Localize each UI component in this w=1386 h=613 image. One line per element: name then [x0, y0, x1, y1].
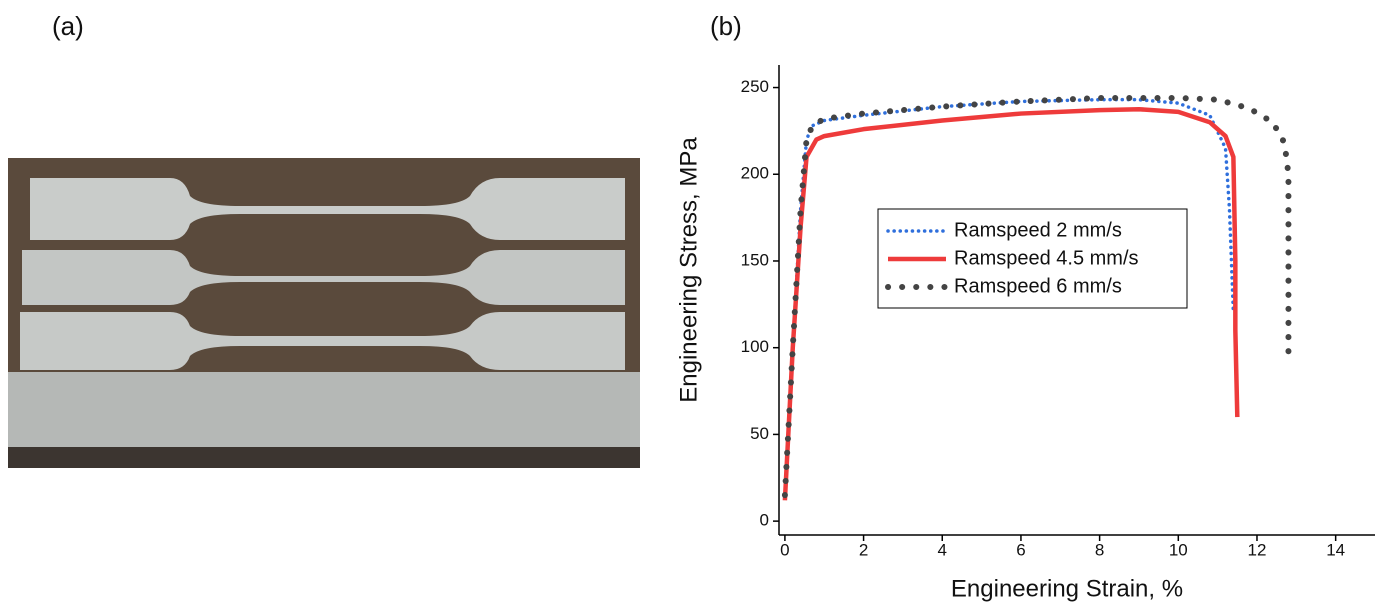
- x-tick-label: 12: [1248, 540, 1267, 559]
- panel-label: (b): [710, 11, 742, 41]
- legend-label: Ramspeed 6 mm/s: [954, 275, 1122, 297]
- x-tick-label: 6: [1016, 540, 1025, 559]
- y-tick-label: 50: [750, 424, 769, 443]
- legend-label: Ramspeed 4.5 mm/s: [954, 247, 1139, 269]
- specimen-photo: [8, 158, 640, 468]
- x-tick-label: 2: [859, 540, 868, 559]
- series-line: [782, 106, 1240, 501]
- legend-label: Ramspeed 2 mm/s: [954, 219, 1122, 241]
- y-tick-label: 150: [741, 250, 769, 269]
- legend: Ramspeed 2 mm/s Ramspeed 4.5 mm/s Ramspeed…: [877, 208, 1188, 309]
- y-tick-label: 200: [741, 164, 769, 183]
- x-tick-label: 8: [1095, 540, 1104, 559]
- x-tick-label: 0: [780, 540, 789, 559]
- x-tick-label: 14: [1326, 540, 1345, 559]
- series-line: [783, 97, 1236, 497]
- y-tick-label: 100: [741, 337, 769, 356]
- plot: 0 2 4 6 8 10 12 14 0 50 100 150 200 250 Engineering St…: [675, 65, 1375, 602]
- series-line: [781, 94, 1292, 499]
- x-axis-label: Engineering Strain, %: [951, 575, 1183, 602]
- y-tick-label: 0: [760, 511, 769, 530]
- panel-label: (a): [52, 11, 84, 41]
- y-tick-label: 250: [741, 77, 769, 96]
- x-tick-label: 4: [938, 540, 947, 559]
- y-axis-label: Engineering Stress, MPa: [675, 137, 702, 403]
- x-tick-label: 10: [1169, 540, 1188, 559]
